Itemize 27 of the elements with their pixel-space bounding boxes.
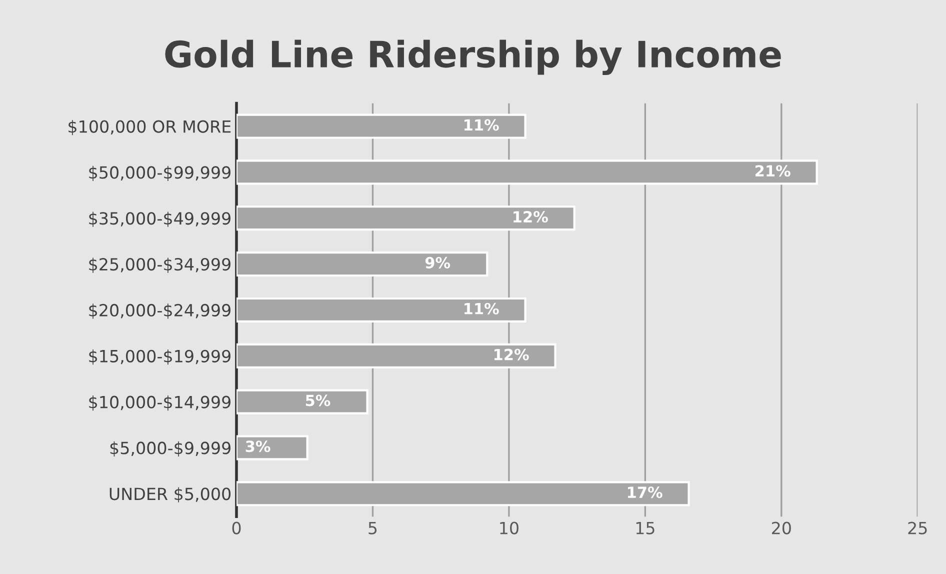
y-tick-label: UNDER $5,000 — [110, 487, 231, 502]
y-tick-label: $35,000-$49,999 — [89, 212, 230, 227]
data-label: 9% — [425, 256, 450, 268]
x-tick-label: 10 — [500, 522, 518, 534]
y-tick-label: $100,000 OR MORE — [68, 120, 231, 136]
x-tick-label: 25 — [908, 522, 927, 534]
y-tick-label: $20,000-$24,999 — [89, 304, 230, 319]
x-tick-label: 5 — [368, 522, 377, 534]
x-tick-label: 0 — [232, 522, 241, 534]
bar — [236, 435, 308, 460]
data-label: 12% — [514, 210, 548, 223]
y-tick-label: $10,000-$14,999 — [89, 395, 230, 411]
y-tick-label: $25,000-$34,999 — [89, 258, 230, 273]
bar — [236, 389, 368, 414]
data-label: 11% — [464, 119, 499, 131]
data-label: 12% — [494, 348, 529, 360]
y-tick-label: $15,000-$19,999 — [89, 350, 230, 365]
x-tick-label: 15 — [636, 522, 654, 534]
x-tick-label: 20 — [772, 522, 791, 534]
data-label: 3% — [246, 440, 270, 452]
y-tick-label: $5,000-$9,999 — [110, 441, 230, 457]
data-label: 21% — [756, 165, 790, 177]
chart-title: Gold Line Ridership by Income — [165, 40, 781, 76]
data-label: 17% — [628, 486, 662, 498]
y-tick-label: $50,000-$99,999 — [89, 166, 230, 181]
data-label: 5% — [306, 394, 330, 406]
data-label: 11% — [464, 302, 499, 314]
